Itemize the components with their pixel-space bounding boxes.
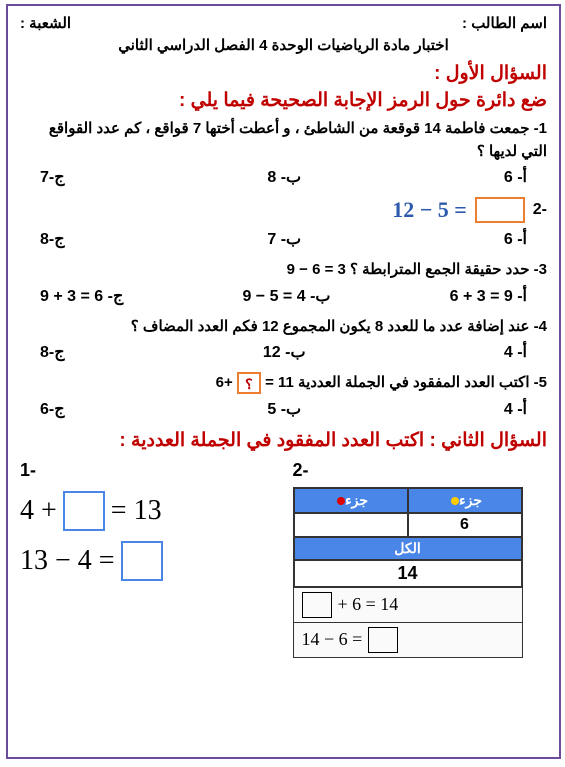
blank-box-icon <box>368 627 398 653</box>
q2-container: 1- 4 + = 13 13 − 4 = 2- جزء جزء 6 <box>20 460 547 658</box>
header-row: اسم الطالب : الشعبة : <box>20 14 547 32</box>
q1-2-equation: -2 12 − 5 = <box>20 197 547 223</box>
blank-box-icon <box>63 491 105 531</box>
q2-left: 1- 4 + = 13 13 − 4 = <box>20 460 275 658</box>
q2-left-label: 1- <box>20 460 275 481</box>
yellow-dot-icon <box>451 497 459 505</box>
student-label: اسم الطالب : <box>462 14 547 32</box>
q1-5-a: أ- 4 <box>504 399 527 419</box>
q1-1-a: أ- 6 <box>504 167 527 187</box>
q2-right-eq2-l: 14 − 6 = <box>302 629 363 650</box>
q1-5-pre: 5- اكتب العدد المفقود في الجملة العددية … <box>265 374 547 391</box>
blank-box-icon <box>302 592 332 618</box>
worksheet-page: اسم الطالب : الشعبة : اختبار مادة الرياض… <box>6 4 561 759</box>
part-text-2: جزء <box>459 492 482 508</box>
q1-5-row: 5- اكتب العدد المفقود في الجملة العددية … <box>20 372 547 395</box>
q2-left-eq2-l: 13 − 4 = <box>20 545 115 577</box>
q2-left-eq1-r: = 13 <box>111 495 162 527</box>
q1-4-b: ب- 12 <box>263 342 306 362</box>
q1-1-c: ج-7 <box>40 167 65 187</box>
q1-2-c: ج-8 <box>40 229 65 249</box>
q1-2-a: أ- 6 <box>504 229 527 249</box>
part-blank <box>294 513 408 537</box>
q2-left-eq2: 13 − 4 = <box>20 541 275 581</box>
part-text-1: جزء <box>345 492 368 508</box>
q1-1-b: ب- 8 <box>267 167 301 187</box>
q2-left-eq1: 4 + = 13 <box>20 491 275 531</box>
q1-3-choices: أ- 9 = 3 + 6 ب- 4 = 5 − 9 ج- 6 = 3 + 9 <box>40 286 527 306</box>
q2-right-eq1-r: + 6 = 14 <box>338 594 399 615</box>
whole-value: 14 <box>294 560 522 587</box>
part-six: 6 <box>408 513 522 537</box>
q2-left-eq1-l: 4 + <box>20 495 57 527</box>
section-label: الشعبة : <box>20 14 71 32</box>
q1-4-c: ج-8 <box>40 342 65 362</box>
q1-5-c: ج-6 <box>40 399 65 419</box>
q1-5-post: +6 <box>216 374 233 391</box>
q2-right-eq2: 14 − 6 = <box>294 622 522 657</box>
q1-instruction: ضع دائرة حول الرمز الإجابة الصحيحة فيما … <box>20 89 547 112</box>
q1-3-text: 3- حدد حقيقة الجمع المترابطة ؟ 3 = 6 − 9 <box>20 259 547 282</box>
part-whole-table: جزء جزء 6 الكل 14 + 6 = 14 14 − 6 = <box>293 487 523 658</box>
blank-box-icon <box>121 541 163 581</box>
part-label-2: جزء <box>408 488 522 513</box>
q1-2-b: ب- 7 <box>267 229 301 249</box>
q1-3-a: أ- 9 = 3 + 6 <box>450 286 527 306</box>
q1-3-c: ج- 6 = 3 + 9 <box>40 286 123 306</box>
q1-4-text: 4- عند إضافة عدد ما للعدد 8 يكون المجموع… <box>20 316 547 339</box>
q1-4-a: أ- 4 <box>504 342 527 362</box>
part-values: 6 <box>294 513 522 537</box>
red-dot-icon <box>337 497 345 505</box>
q1-3-b: ب- 4 = 5 − 9 <box>242 286 330 306</box>
q2-right: 2- جزء جزء 6 الكل 14 + 6 = 14 14 − 6 = <box>293 460 548 658</box>
part-header: جزء جزء <box>294 488 522 513</box>
q2-right-eq1: + 6 = 14 <box>294 587 522 622</box>
part-label-1: جزء <box>294 488 408 513</box>
q1-5-choices: أ- 4 ب- 5 ج-6 <box>40 399 527 419</box>
exam-subtitle: اختبار مادة الرياضيات الوحدة 4 الفصل الد… <box>20 36 547 54</box>
q2-title: السؤال الثاني : اكتب العدد المفقود في ال… <box>20 429 547 452</box>
q1-1-text: 1- جمعت فاطمة 14 قوقعة من الشاطئ ، و أعط… <box>20 118 547 163</box>
q1-5-b: ب- 5 <box>267 399 301 419</box>
q1-title: السؤال الأول : <box>20 62 547 85</box>
q1-4-choices: أ- 4 ب- 12 ج-8 <box>40 342 527 362</box>
q1-5-box: ؟ <box>237 372 261 394</box>
answer-box-icon <box>475 197 525 223</box>
q1-2-prefix: -2 <box>533 201 547 219</box>
q1-2-choices: أ- 6 ب- 7 ج-8 <box>40 229 527 249</box>
whole-label: الكل <box>294 537 522 560</box>
q1-1-choices: أ- 6 ب- 8 ج-7 <box>40 167 527 187</box>
q1-2-math: 12 − 5 = <box>392 197 467 223</box>
q2-right-label: 2- <box>293 460 548 481</box>
